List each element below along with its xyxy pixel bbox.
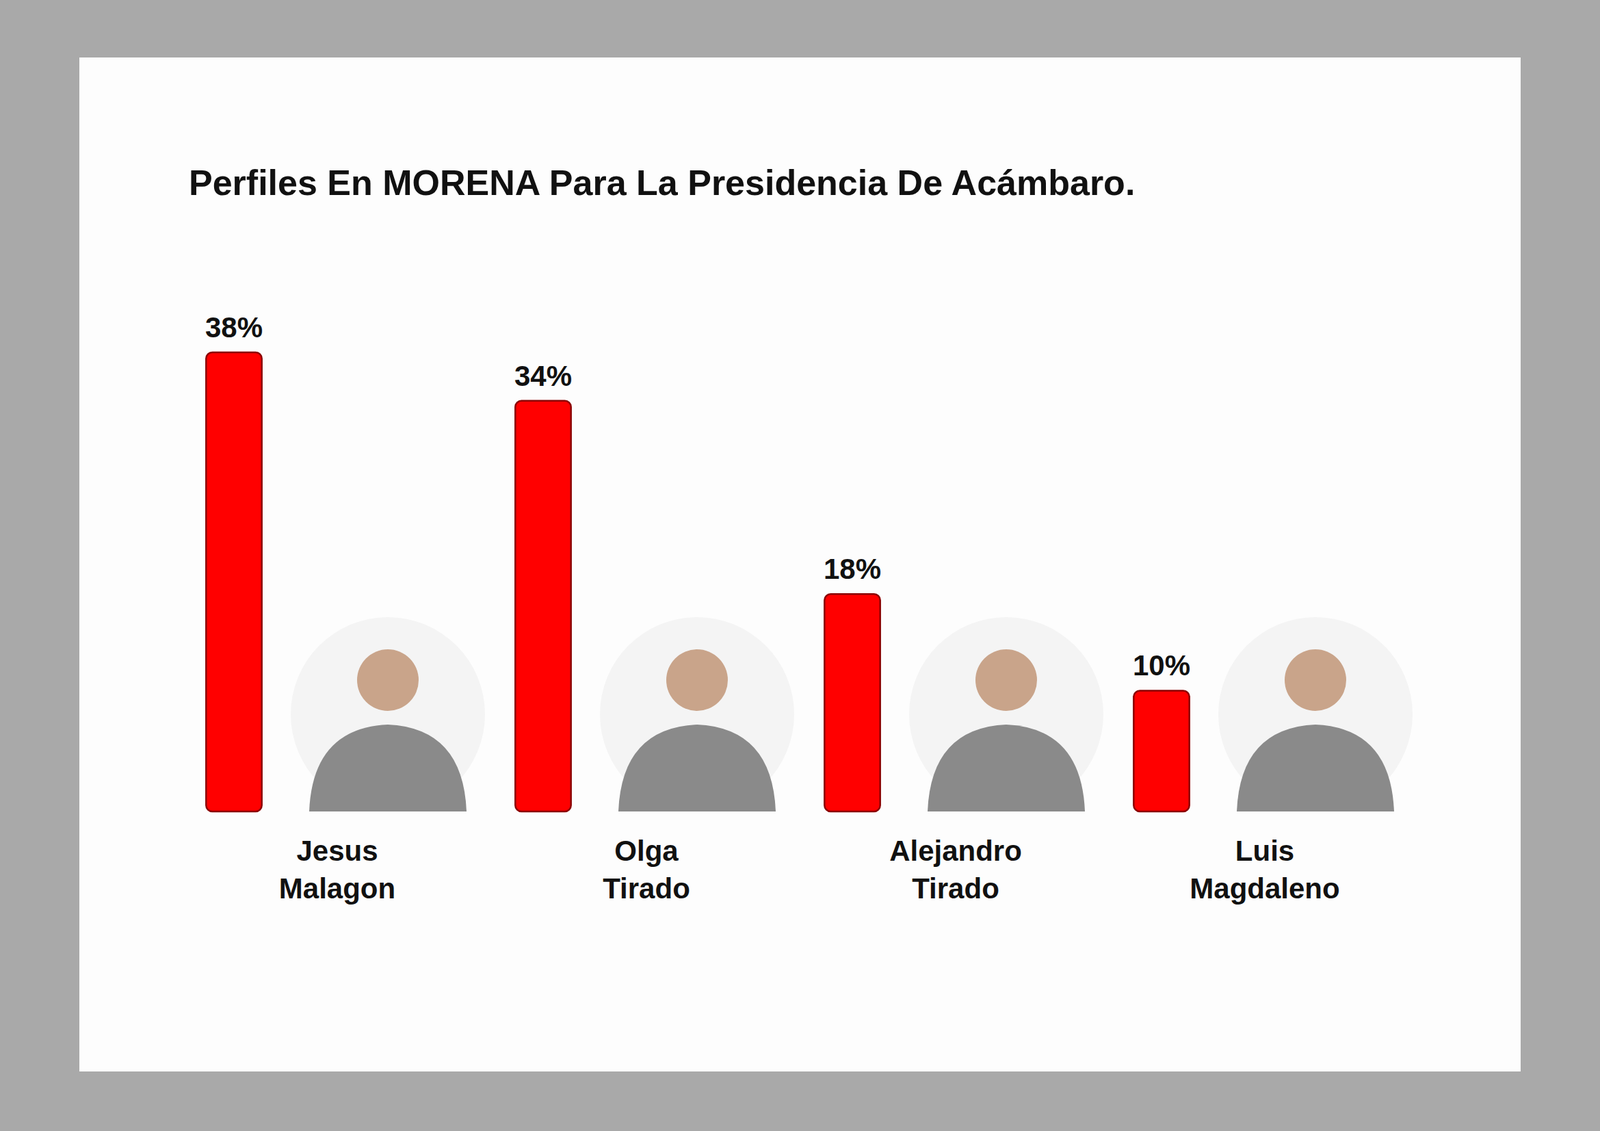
photo — [290, 617, 485, 812]
category-label: LuisMagdaleno — [1189, 834, 1340, 905]
photo-bg — [909, 617, 1104, 812]
title: Perfiles En MORENA Para La Presidencia D… — [188, 162, 1135, 203]
photo-body — [309, 724, 467, 812]
category-label: JesusMalagon — [279, 834, 396, 905]
photo-head — [666, 649, 728, 711]
bar — [824, 593, 880, 812]
photo-head — [357, 649, 419, 711]
photo-bg — [290, 617, 485, 812]
photo-bg — [1218, 617, 1413, 812]
bar — [515, 400, 571, 812]
panel — [79, 57, 1521, 1072]
data-label: 18% — [823, 552, 882, 585]
photo-head — [1284, 649, 1347, 711]
category-label: OlgaTirado — [602, 834, 691, 905]
photo-body — [618, 724, 776, 812]
data-label: 10% — [1132, 649, 1191, 682]
photo — [909, 617, 1104, 812]
photo — [599, 617, 795, 812]
photo-body — [1236, 724, 1395, 812]
chart: Perfiles En MORENA Para La Presidencia D… — [0, 0, 1600, 1131]
background — [0, 0, 1600, 1131]
bar — [1133, 690, 1189, 812]
photo-head — [975, 649, 1038, 711]
category-label: AlejandroTirado — [889, 834, 1022, 905]
photo — [1218, 617, 1413, 812]
data-label: 34% — [514, 359, 572, 392]
photo-bg — [599, 617, 795, 812]
data-labels: 38% 34% 18% 10% — [205, 311, 1191, 682]
category-labels: JesusMalagon OlgaTirado AlejandroTirado Lui… — [279, 834, 1341, 905]
bar — [205, 352, 262, 812]
bars — [205, 352, 1189, 812]
photo-body — [927, 724, 1085, 812]
data-label: 38% — [205, 311, 263, 344]
